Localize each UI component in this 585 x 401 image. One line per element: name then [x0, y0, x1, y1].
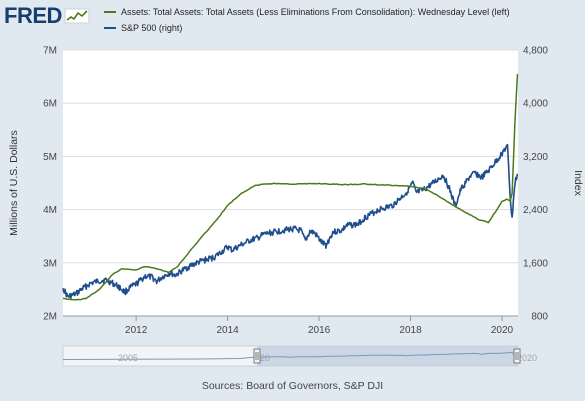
- y-right-tick-label: 4,800: [523, 46, 548, 57]
- y-axis-left-label: Millions of U.S. Dollars: [8, 130, 20, 236]
- navigator-mid-label: 20: [260, 353, 270, 363]
- assets-line-swatch: [104, 11, 116, 13]
- fred-chart-icon: [64, 8, 90, 24]
- y-axis-right-label: Index: [572, 170, 584, 196]
- y-left-tick-label: 5M: [43, 152, 57, 163]
- y-right-tick-label: 4,000: [523, 99, 548, 110]
- legend-item-assets[interactable]: Assets: Total Assets: Total Assets (Less…: [104, 4, 510, 20]
- y-left-tick-label: 7M: [43, 46, 57, 57]
- x-tick-label: 2014: [216, 325, 239, 336]
- x-tick-label: 2016: [308, 325, 331, 336]
- navigator-right-handle[interactable]: [513, 348, 521, 364]
- fred-logo-text: FRED: [4, 3, 62, 28]
- plot-area: [63, 50, 518, 316]
- y-left-tick-label: 6M: [43, 99, 57, 110]
- legend: Assets: Total Assets: Total Assets (Less…: [104, 4, 510, 36]
- series-line-assets[interactable]: [62, 73, 519, 301]
- tick-labels: 2M 3M 4M 5M 6M 7M 800 1,600 2,400 3,200 4,000 4,800…: [43, 46, 548, 337]
- y-right-tick-label: 3,200: [523, 152, 548, 163]
- x-tick-label: 2018: [399, 325, 422, 336]
- navigator-end-label: 2020: [517, 353, 537, 363]
- y-right-tick-label: 1,600: [523, 258, 548, 269]
- navigator-selected-range[interactable]: [257, 346, 518, 366]
- navigator-series: [62, 351, 519, 360]
- sp500-line-swatch: [104, 27, 116, 29]
- navigator-left-handle[interactable]: [253, 348, 261, 364]
- x-tick-label: 2012: [125, 325, 148, 336]
- y-left-tick-label: 3M: [43, 258, 57, 269]
- x-tick-label: 2020: [491, 325, 514, 336]
- series-line-sp500[interactable]: [62, 143, 519, 300]
- legend-item-sp500[interactable]: S&P 500 (right): [104, 20, 510, 36]
- y-left-tick-label: 4M: [43, 205, 57, 216]
- navigator-start-label: 2005: [118, 353, 138, 363]
- y-right-tick-label: 2,400: [523, 205, 548, 216]
- sources-note: Sources: Board of Governors, S&P DJI: [201, 380, 384, 392]
- y-left-tick-label: 2M: [43, 312, 57, 323]
- gridlines: [63, 49, 518, 264]
- navigator[interactable]: 2005 20 2020: [62, 345, 537, 367]
- series-layer: [62, 73, 519, 301]
- fred-logo[interactable]: FRED: [4, 3, 90, 29]
- legend-label-assets: Assets: Total Assets: Total Assets (Less…: [121, 7, 510, 17]
- legend-label-sp500: S&P 500 (right): [121, 23, 183, 33]
- y-right-tick-label: 800: [531, 312, 548, 323]
